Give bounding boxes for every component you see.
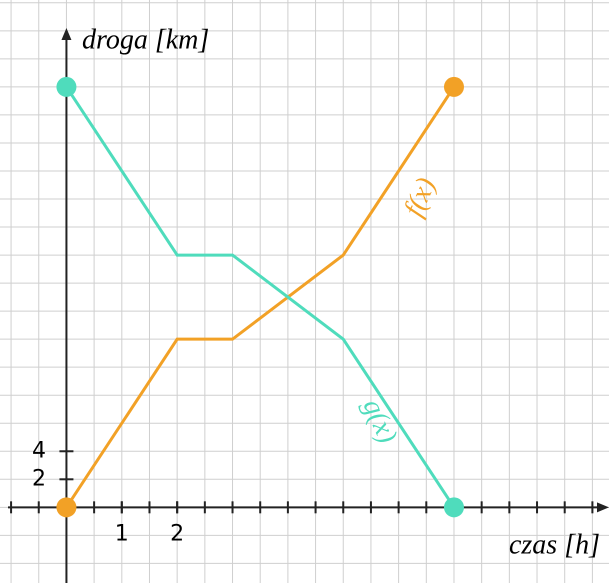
endpoint [56,76,77,97]
y-tick-label: 4 [32,438,46,463]
endpoint [443,76,464,97]
endpoint [56,497,77,518]
series-label: g(x) [357,394,404,448]
x-axis-label: czas [h] [509,529,600,560]
series-label: f(x) [398,173,442,221]
y-axis-arrow [61,28,72,40]
x-axis-arrow [597,502,609,513]
series-line [65,86,456,509]
x-tick-label: 1 [115,521,129,546]
y-tick-label: 2 [32,466,46,491]
series-line [65,86,456,509]
endpoint [443,497,464,518]
x-tick-label: 2 [170,521,184,546]
axes: 1 2 2 4 droga [km] czas [h] [8,24,609,583]
y-axis-label: droga [km] [82,24,209,55]
